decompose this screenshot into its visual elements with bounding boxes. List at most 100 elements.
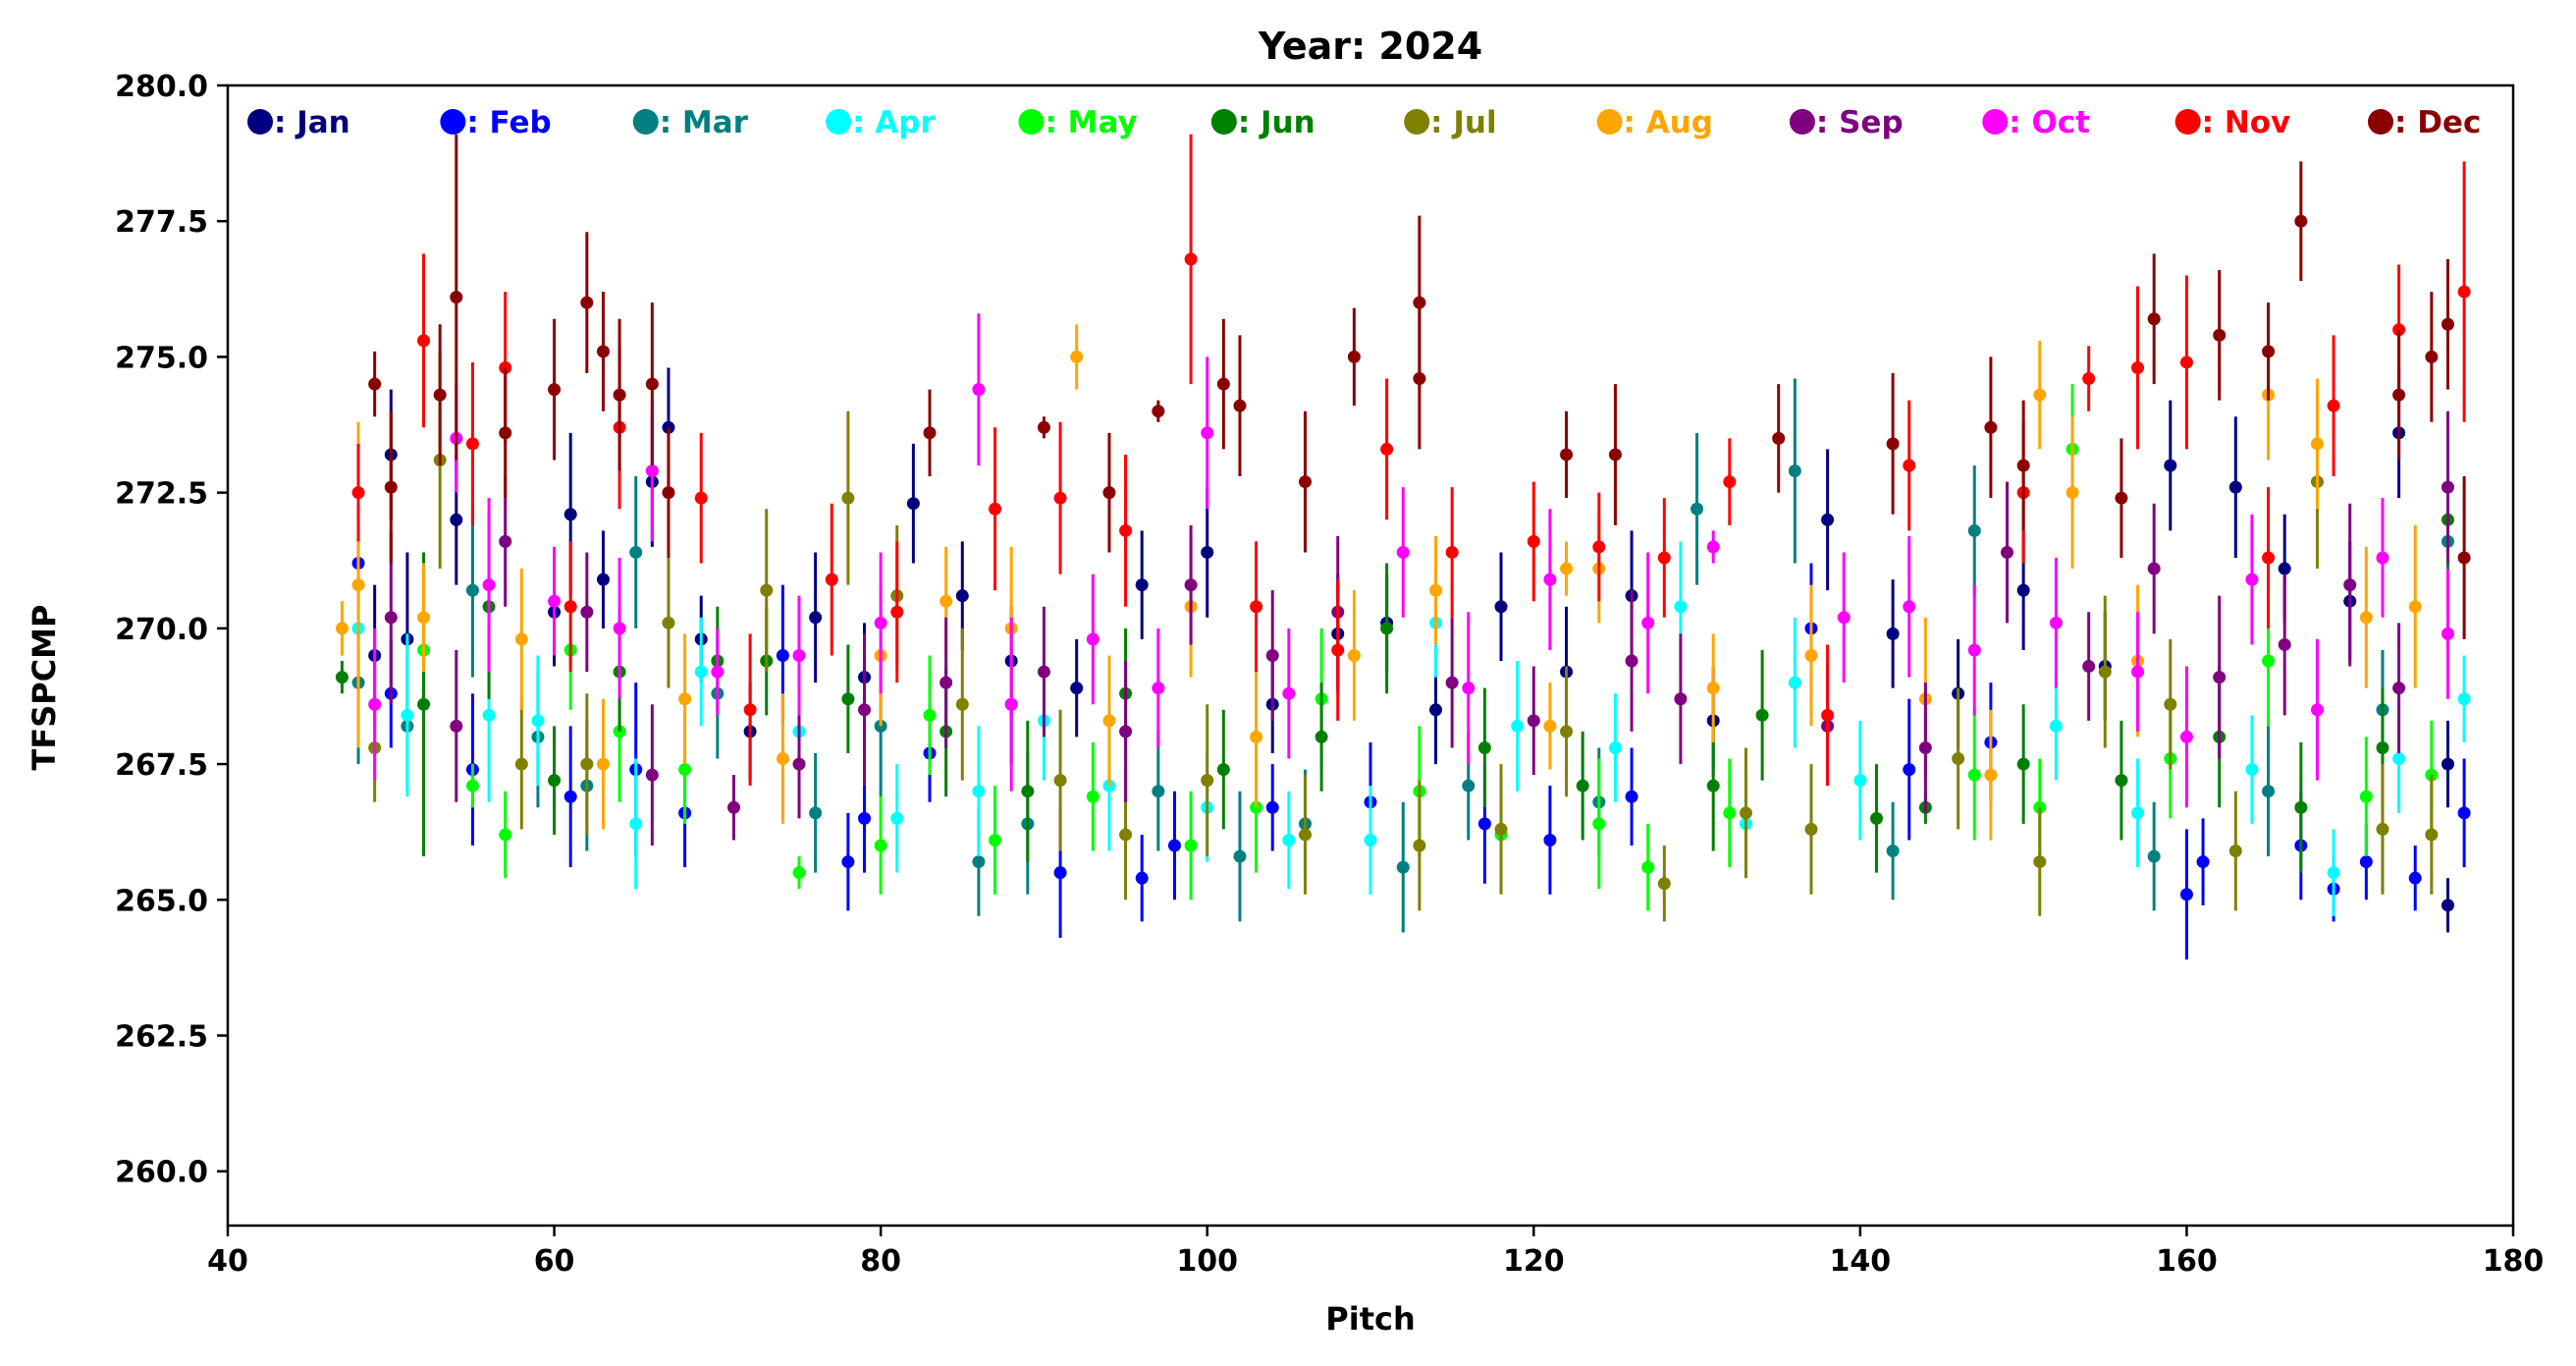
data-point xyxy=(1053,866,1067,880)
data-point xyxy=(1657,877,1671,891)
data-point xyxy=(2179,888,2193,902)
y-tick-label: 272.5 xyxy=(115,477,208,512)
data-point xyxy=(1021,785,1035,798)
x-tick-label: 140 xyxy=(1830,1244,1892,1279)
legend-item-apr: : Apr xyxy=(826,105,936,140)
data-point xyxy=(1086,790,1100,803)
data-point xyxy=(514,632,528,646)
data-point xyxy=(368,377,382,391)
series-dec xyxy=(368,134,2471,639)
data-point xyxy=(580,296,594,309)
data-point xyxy=(1037,665,1050,679)
data-point xyxy=(1886,437,1900,451)
data-point xyxy=(923,426,937,440)
legend-item-jun: : Jun xyxy=(1210,105,1315,140)
data-point xyxy=(906,497,920,511)
data-point xyxy=(1167,839,1181,852)
data-point xyxy=(858,703,872,717)
data-point xyxy=(1250,600,1263,614)
data-point xyxy=(465,583,479,597)
data-point xyxy=(1788,464,1801,478)
data-point xyxy=(465,437,479,451)
data-point xyxy=(858,811,872,825)
data-point xyxy=(1070,682,1084,695)
data-point xyxy=(1804,649,1818,662)
data-point xyxy=(499,534,512,548)
data-point xyxy=(2228,845,2242,858)
data-point xyxy=(2228,480,2242,494)
data-point xyxy=(1201,774,1214,788)
data-point xyxy=(792,757,806,771)
data-point xyxy=(1462,779,1476,792)
data-point xyxy=(1119,523,1133,537)
data-point xyxy=(1903,763,1916,777)
data-point xyxy=(450,291,463,304)
data-point xyxy=(2441,757,2454,771)
data-point xyxy=(2441,317,2454,331)
data-point xyxy=(384,480,398,494)
data-point xyxy=(514,757,528,771)
data-point xyxy=(351,578,365,592)
data-point xyxy=(1429,583,1443,597)
data-point xyxy=(2278,562,2291,575)
data-point xyxy=(1657,551,1671,565)
data-point xyxy=(1821,513,1835,526)
data-point xyxy=(1477,817,1491,831)
data-point xyxy=(1102,714,1116,728)
y-tick-label: 265.0 xyxy=(115,884,208,918)
data-point xyxy=(2457,551,2471,565)
data-point xyxy=(1413,839,1426,852)
data-point xyxy=(2376,551,2389,565)
data-point xyxy=(1543,719,1557,733)
data-point xyxy=(939,676,953,689)
data-point xyxy=(1086,632,1100,646)
data-point xyxy=(1298,475,1312,489)
data-point xyxy=(2147,312,2161,326)
legend-item-sep: : Sep xyxy=(1789,105,1904,140)
data-point xyxy=(1315,730,1328,743)
data-point xyxy=(2245,573,2259,586)
data-point xyxy=(1869,811,1883,825)
data-point xyxy=(645,377,659,391)
legend-label: : Apr xyxy=(852,105,936,140)
legend-marker xyxy=(826,109,852,135)
data-point xyxy=(2016,459,2030,472)
data-point xyxy=(482,578,496,592)
data-point xyxy=(1250,730,1263,743)
data-point xyxy=(2327,866,2340,880)
data-point xyxy=(1462,682,1476,695)
data-point xyxy=(874,839,887,852)
data-point xyxy=(1706,779,1720,792)
data-point xyxy=(1152,785,1165,798)
data-point xyxy=(548,594,562,608)
legend-marker xyxy=(247,109,273,135)
data-point xyxy=(2082,660,2096,674)
series-jan xyxy=(368,367,2454,933)
data-point xyxy=(1984,768,1998,782)
plot-frame xyxy=(226,83,2515,1228)
x-tick-label: 40 xyxy=(207,1244,248,1279)
data-point xyxy=(1184,252,1198,266)
x-tick-label: 160 xyxy=(2156,1244,2218,1279)
data-point xyxy=(711,665,724,679)
data-point xyxy=(465,779,479,792)
data-point xyxy=(417,334,431,348)
data-point xyxy=(564,600,577,614)
data-point xyxy=(841,491,855,505)
data-point xyxy=(1608,740,1622,754)
data-point xyxy=(792,649,806,662)
data-point xyxy=(1282,833,1296,847)
data-point xyxy=(531,714,545,728)
data-point xyxy=(2082,372,2096,386)
data-point xyxy=(2196,855,2210,869)
legend-item-nov: : Nov xyxy=(2174,105,2290,140)
data-point xyxy=(499,426,512,440)
data-point xyxy=(989,502,1002,516)
data-point xyxy=(2213,671,2227,684)
data-point xyxy=(2294,214,2308,228)
y-tick-label: 267.5 xyxy=(115,748,208,783)
data-point xyxy=(726,800,740,814)
data-point xyxy=(1445,545,1459,559)
data-point xyxy=(1053,774,1067,788)
data-point xyxy=(580,605,594,619)
